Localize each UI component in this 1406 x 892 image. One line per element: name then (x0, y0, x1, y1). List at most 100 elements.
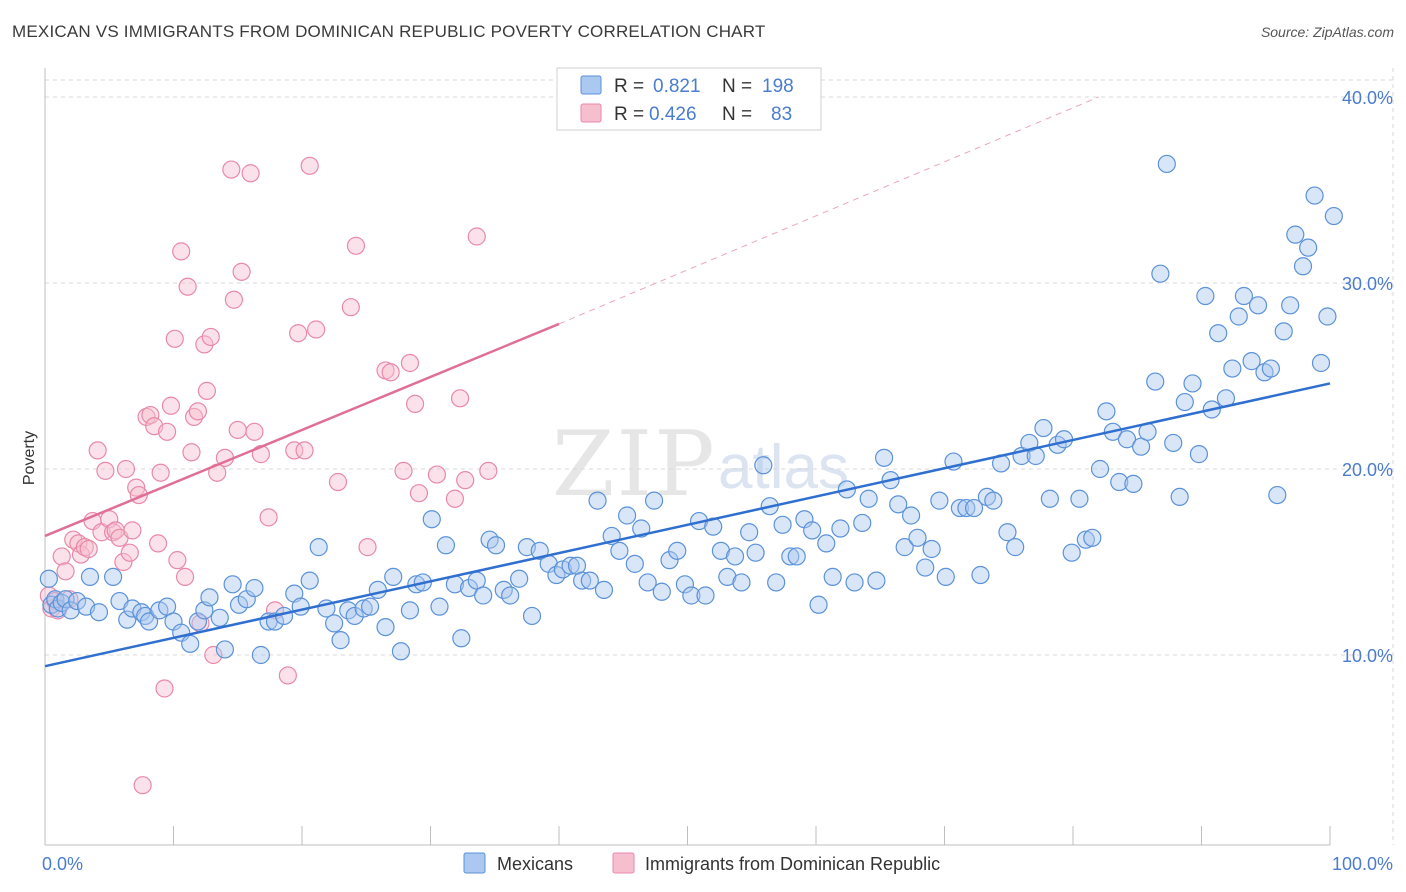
dominican-point (450, 389, 470, 408)
dominican-point (328, 472, 348, 492)
mexican-point (1242, 352, 1261, 371)
dominican-point (148, 534, 168, 553)
dominican-point (127, 478, 146, 497)
mexican-point (1311, 353, 1331, 373)
mexican-point (682, 586, 701, 605)
x-tick-label: 100.0% (1332, 854, 1393, 874)
dominican-point (168, 551, 187, 570)
mexican-point (1040, 489, 1059, 508)
mexican-point (1261, 359, 1280, 378)
mexican-point (400, 601, 420, 620)
y-tick-labels: 10.0% 20.0% 30.0% 40.0% (1342, 88, 1393, 666)
mexican-point (1223, 359, 1242, 378)
dominican-point (157, 422, 177, 441)
mexican-point (580, 571, 599, 590)
dominican-point (409, 484, 429, 503)
dominican-point (204, 645, 223, 665)
dominican-point (394, 461, 413, 480)
mexican-point (1146, 372, 1165, 391)
dominican-point (427, 465, 447, 484)
mexican-point (181, 634, 200, 653)
mexican-point (1070, 489, 1089, 508)
mexican-point (845, 573, 864, 592)
mexican-point (638, 573, 657, 592)
mexican-point (245, 578, 264, 598)
mexican-point (660, 551, 679, 570)
stats-legend: R = 0.821 N = 198 R = 0.426 N = 83 (556, 67, 822, 131)
mexican-point (901, 506, 921, 525)
mexican-point (740, 523, 759, 542)
mexican-point (971, 565, 990, 585)
mexican-point (803, 521, 822, 540)
mexican-point (530, 541, 549, 560)
x-tick-labels: 0.0% 100.0% (42, 854, 1393, 874)
dominican-point (52, 547, 71, 566)
mexican-point (725, 547, 745, 566)
mexican-point (625, 554, 644, 573)
dominican-point (96, 461, 115, 480)
mexican-point (80, 567, 100, 586)
mexican-point (39, 569, 58, 588)
mexican-point (964, 498, 984, 518)
mexican-point (1268, 485, 1287, 505)
mexican-point (1299, 238, 1318, 257)
mexican-point (486, 536, 506, 555)
dominican-point (479, 461, 498, 480)
mexican-point (1305, 186, 1324, 205)
source-credit: Source: ZipAtlas.com (1260, 24, 1394, 40)
mexican-point (1286, 225, 1305, 244)
mexican-point (501, 586, 520, 605)
mexican-point (767, 573, 786, 592)
watermark-atlas: atlas (718, 433, 849, 502)
mexican-point (916, 558, 935, 577)
mexican-point (781, 547, 800, 566)
pink-series-points (39, 156, 498, 795)
mexican-point (368, 580, 387, 600)
mexican-point (573, 571, 592, 590)
mexican-point (384, 567, 403, 586)
dominican-point (161, 396, 181, 415)
mexican-point (754, 456, 773, 475)
mexican-point (118, 610, 137, 629)
dominican-point (285, 441, 304, 460)
mexican-point (459, 578, 479, 598)
mexican-point (1248, 296, 1268, 315)
mexican-point (1274, 322, 1293, 341)
dominican-point (278, 666, 297, 685)
mexican-point (732, 573, 751, 592)
y-tick-label: 10.0% (1342, 646, 1393, 666)
mexican-point (853, 513, 872, 533)
dominican-point (300, 156, 319, 175)
dominican-trend-line (44, 322, 560, 538)
dominican-trend-extension (558, 96, 1099, 325)
dominican-point (151, 463, 170, 482)
dominican-point (195, 335, 214, 354)
mexican-point (809, 595, 828, 614)
dominican-point (188, 402, 208, 421)
dominican-point (224, 290, 243, 309)
dominican-point (165, 329, 184, 348)
mexican-point (668, 541, 687, 560)
x-tick-label: 0.0% (42, 854, 83, 874)
mexican-point (474, 586, 493, 605)
mexican-point (300, 571, 319, 590)
watermark: ZIP atlas (552, 412, 849, 517)
mexican-point (1006, 538, 1025, 557)
mexican-point (1090, 459, 1110, 479)
mexican-point (354, 599, 373, 618)
dominican-point (456, 471, 475, 490)
dominican-point (155, 679, 174, 698)
mexican-point (309, 538, 328, 557)
mexican-point (430, 597, 449, 616)
dominican-point (222, 160, 241, 179)
mexican-point (436, 536, 456, 555)
mexican-point (422, 510, 441, 529)
dominican-point (88, 441, 107, 460)
dominican-point (467, 227, 486, 246)
legend-n-value: 83 (771, 104, 792, 125)
mexican-point (104, 567, 123, 586)
y-axis-label: Poverty (21, 431, 38, 485)
dominican-point (241, 164, 260, 183)
mexican-point (610, 541, 629, 560)
series-legend: Mexicans Immigrants from Dominican Repub… (463, 852, 940, 874)
